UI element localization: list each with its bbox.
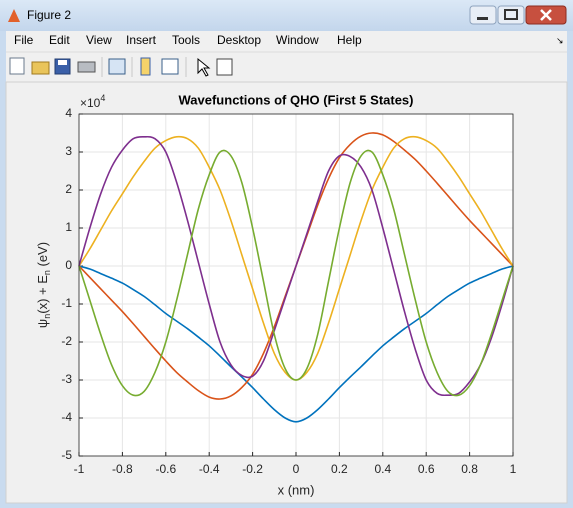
toolbar [9, 57, 233, 77]
maximize-button[interactable] [497, 5, 525, 25]
menu-item[interactable]: Window [276, 33, 319, 47]
axes-box [78, 113, 514, 457]
x-tick-label: 1 [510, 462, 517, 476]
legend-button[interactable] [161, 58, 179, 75]
x-tick-label: 0 [293, 462, 300, 476]
y-label-subscript: n [42, 270, 52, 275]
window-title: Figure 2 [27, 8, 71, 22]
y-label-subscript: n [42, 314, 52, 319]
app-icon [8, 9, 20, 22]
menu-item[interactable]: Insert [126, 33, 157, 47]
x-tick-label: -0.6 [155, 462, 176, 476]
save-label [58, 60, 67, 65]
y-tick-label: -3 [61, 372, 72, 386]
property-editor-button[interactable] [216, 58, 233, 76]
colorbar-button[interactable] [140, 57, 151, 76]
menu-dock-arrow[interactable]: ↘ [556, 35, 564, 45]
y-tick-label: 2 [65, 182, 72, 196]
maximize-icon [504, 9, 518, 20]
plot: Wavefunctions of QHO (First 5 States) x … [35, 92, 516, 497]
series-line [78, 149, 514, 397]
chart-title: Wavefunctions of QHO (First 5 States) [179, 92, 414, 107]
open-button[interactable] [31, 61, 50, 75]
y-exponent-power: 4 [100, 93, 105, 103]
minimize-button[interactable] [469, 5, 497, 25]
close-icon [540, 9, 552, 21]
minimize-icon [477, 17, 488, 20]
y-label-part: ψ [35, 319, 50, 328]
x-tick-label: 0.6 [418, 462, 435, 476]
x-tick-label: -0.4 [199, 462, 220, 476]
menu-item[interactable]: View [86, 33, 112, 47]
menu-bar: File Edit View Insert Tools Desktop Window Help [14, 33, 362, 47]
x-tick-label: 0.4 [374, 462, 391, 476]
menu-item[interactable]: Desktop [217, 33, 261, 47]
x-axis-label: x (nm) [278, 482, 315, 497]
x-tick-label: -1 [74, 462, 85, 476]
x-tick-label: -0.2 [242, 462, 263, 476]
y-tick-label: 0 [65, 258, 72, 272]
x-tick-label: 0.2 [331, 462, 348, 476]
menu-item[interactable]: File [14, 33, 34, 47]
series-line [78, 135, 514, 397]
new-figure-button[interactable] [9, 57, 25, 75]
y-tick-label: -1 [61, 296, 72, 310]
y-tick-label: -2 [61, 334, 72, 348]
menu-item[interactable]: Edit [49, 33, 70, 47]
menu-item[interactable]: Tools [172, 33, 200, 47]
y-tick-label: 4 [65, 106, 72, 120]
y-tick-label: 1 [65, 220, 72, 234]
pointer-button[interactable] [197, 57, 211, 77]
x-tick-label: 0.8 [461, 462, 478, 476]
y-tick-label: 3 [65, 144, 72, 158]
y-label-part: (eV) [35, 242, 50, 270]
print-button[interactable] [77, 61, 96, 73]
y-exponent: ×104 [80, 93, 105, 110]
y-tick-label: -5 [61, 448, 72, 462]
link-button[interactable] [108, 58, 126, 75]
y-tick-label: -4 [61, 410, 72, 424]
series-line [78, 265, 514, 423]
y-label-part: (x) + E [35, 275, 50, 314]
menu-item[interactable]: Help [337, 33, 362, 47]
x-tick-label: -0.8 [112, 462, 133, 476]
y-axis-label: ψn(x) + En (eV) [35, 242, 52, 328]
y-exponent-base: ×10 [80, 96, 101, 110]
